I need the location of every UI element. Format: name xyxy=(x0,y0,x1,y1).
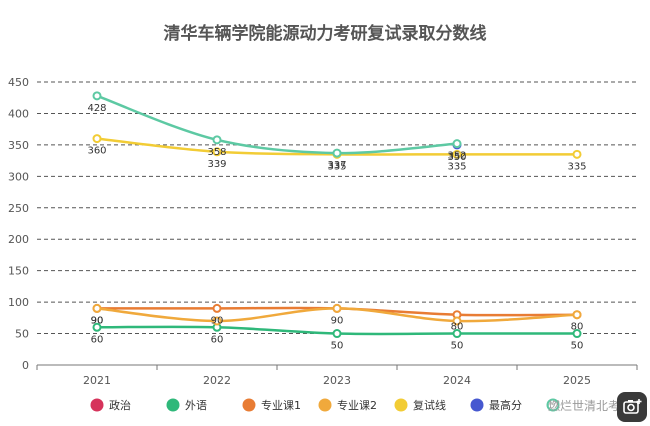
data-point[interactable] xyxy=(332,329,342,339)
data-label: 60 xyxy=(91,334,104,345)
y-tick-label: 300 xyxy=(8,170,29,183)
data-point[interactable] xyxy=(572,149,582,159)
legend-label: 专业课1 xyxy=(261,398,301,412)
data-point[interactable] xyxy=(92,303,102,313)
data-label: 337 xyxy=(327,160,346,171)
legend-swatch xyxy=(546,398,560,412)
x-tick-label: 2021 xyxy=(83,374,111,387)
legend-item[interactable]: 外语 xyxy=(166,398,208,413)
data-point[interactable] xyxy=(452,329,462,339)
y-tick-label: 250 xyxy=(8,202,29,215)
x-tick-label: 2022 xyxy=(203,374,231,387)
legend-item[interactable]: 政治 xyxy=(90,398,132,412)
legend-item[interactable]: 复试线 xyxy=(394,398,447,412)
data-point[interactable] xyxy=(332,303,342,313)
data-label: 335 xyxy=(567,161,586,172)
data-point[interactable] xyxy=(212,316,222,326)
series-layer xyxy=(92,91,582,339)
series-line xyxy=(96,94,458,155)
x-tick-label: 2023 xyxy=(323,374,351,387)
data-point[interactable] xyxy=(92,134,102,144)
data-label: 50 xyxy=(331,341,344,352)
y-tick-label: 150 xyxy=(8,265,29,278)
data-label: 352 xyxy=(447,151,466,162)
data-point[interactable] xyxy=(452,149,462,159)
legend-item[interactable] xyxy=(546,398,560,412)
x-tick-label: 2025 xyxy=(563,374,591,387)
data-point[interactable] xyxy=(212,135,222,145)
data-label: 90 xyxy=(91,315,104,326)
x-tick-label: 2024 xyxy=(443,374,471,387)
data-point[interactable] xyxy=(572,329,582,339)
data-label: 90 xyxy=(91,315,104,326)
data-point[interactable] xyxy=(332,148,342,158)
y-tick-label: 50 xyxy=(15,328,29,341)
legend-item[interactable]: 最高分 xyxy=(470,398,523,412)
y-tick-label: 400 xyxy=(8,107,29,120)
legend-label: 复试线 xyxy=(413,398,446,412)
legend-swatch xyxy=(318,398,332,412)
data-point[interactable] xyxy=(212,147,222,157)
legend-label: 政治 xyxy=(109,398,131,412)
watermark-text: 燃烂世清北考研 xyxy=(548,398,632,413)
legend-label: 专业课2 xyxy=(337,398,377,412)
data-label: 360 xyxy=(87,146,106,157)
legend-swatch xyxy=(166,398,180,412)
legend-swatch xyxy=(394,398,408,412)
data-point[interactable] xyxy=(452,139,462,149)
axis-layer: 0 50 100 150 200 250 300 350 400 450 2021 2022 2023 2… xyxy=(8,76,638,387)
legend-label: 外语 xyxy=(185,399,207,412)
data-label: 358 xyxy=(207,147,226,158)
y-tick-label: 200 xyxy=(8,233,29,246)
legend-swatch xyxy=(242,398,256,412)
camera-glyph xyxy=(623,399,642,414)
legend-item[interactable]: 专业课2 xyxy=(318,398,378,412)
series-专业课2 xyxy=(92,303,582,326)
y-tick-label: 350 xyxy=(8,139,29,152)
data-label: 90 xyxy=(331,315,344,326)
series-外语 xyxy=(92,322,582,339)
data-label: 350 xyxy=(447,152,466,163)
data-label: 339 xyxy=(207,159,226,170)
data-label: 335 xyxy=(327,161,346,172)
data-point[interactable] xyxy=(92,91,102,101)
y-tick-label: 0 xyxy=(22,359,29,372)
data-point[interactable] xyxy=(572,310,582,320)
data-label: 80 xyxy=(451,322,464,333)
data-label: 335 xyxy=(447,161,466,172)
chart-title: 清华车辆学院能源动力考研复试录取分数线 xyxy=(164,23,487,44)
legend-label: 最高分 xyxy=(489,398,522,412)
data-label: 428 xyxy=(87,103,106,114)
data-point[interactable] xyxy=(92,322,102,332)
data-label: 90 xyxy=(211,315,224,326)
data-label: 50 xyxy=(451,341,464,352)
legend[interactable]: 政治 外语 专业课1 专业课2 复试线 最高分 xyxy=(90,398,560,413)
data-label: 50 xyxy=(571,341,584,352)
y-tick-label: 450 xyxy=(8,76,29,89)
data-label: 60 xyxy=(211,334,224,345)
legend-swatch xyxy=(470,398,484,412)
grid-layer xyxy=(37,81,637,335)
data-point[interactable] xyxy=(452,316,462,326)
camera-add-icon[interactable] xyxy=(617,392,647,422)
series-series-6 xyxy=(92,91,462,158)
y-tick-label: 100 xyxy=(8,296,29,309)
data-label: 80 xyxy=(571,322,584,333)
legend-item[interactable]: 专业课1 xyxy=(242,398,302,412)
data-point[interactable] xyxy=(212,303,222,313)
legend-swatch xyxy=(90,398,104,412)
